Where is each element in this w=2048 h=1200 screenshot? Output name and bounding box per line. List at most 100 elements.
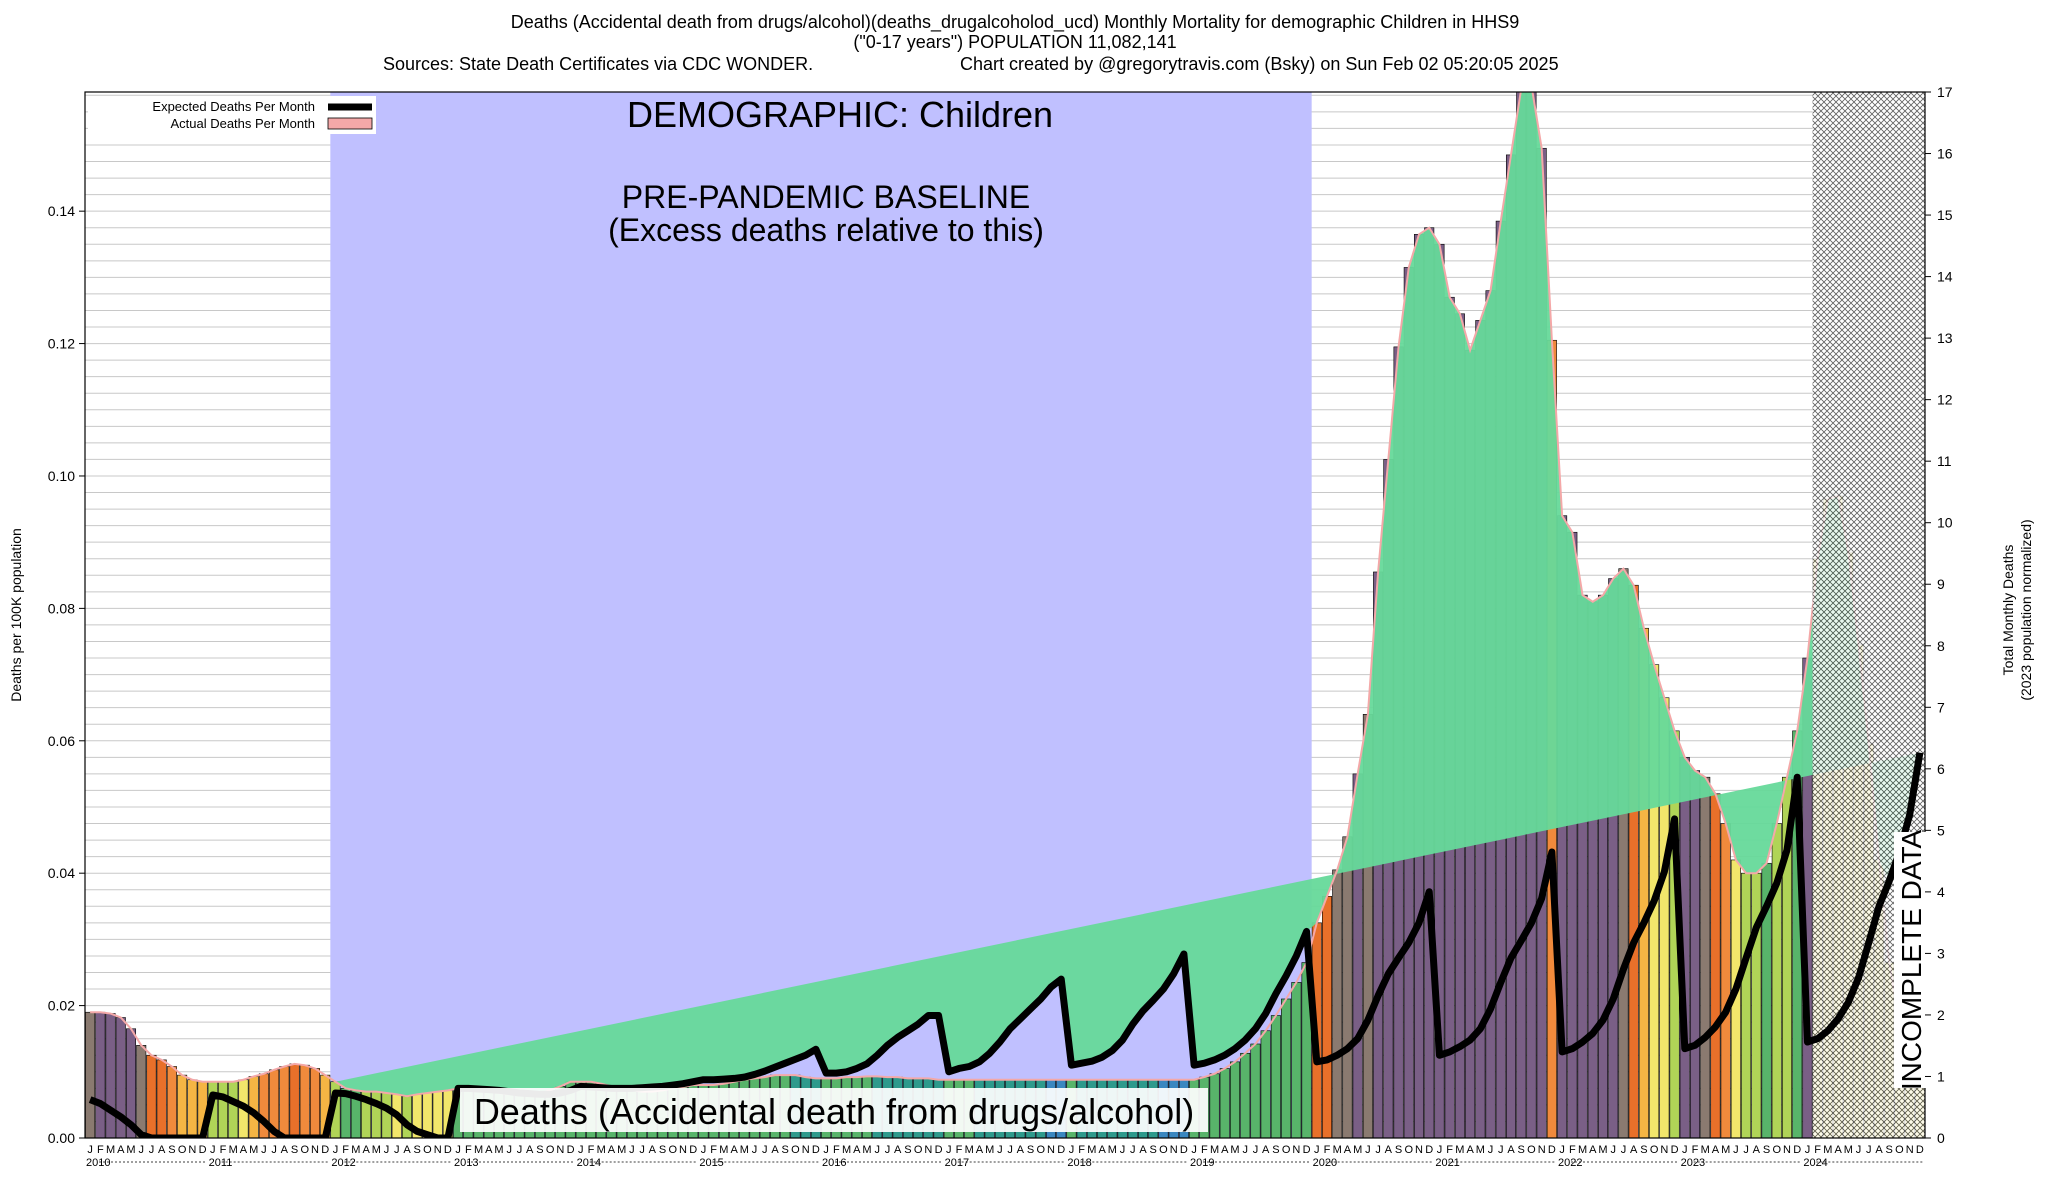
x-month-label: J	[1621, 1144, 1627, 1156]
x-month-label: M	[126, 1144, 135, 1156]
actual-bar	[1956, 1104, 1965, 1138]
x-month-label: J	[517, 1144, 523, 1156]
x-month-label: O	[1036, 1144, 1045, 1156]
x-month-label: A	[976, 1144, 984, 1156]
incomplete-label-group: INCOMPLETE DATA	[1894, 830, 1928, 1090]
x-month-label: N	[1538, 1144, 1546, 1156]
baseline-sublabel: (Excess deaths relative to this)	[608, 212, 1044, 248]
y2-tick-label: 6	[1937, 761, 1945, 777]
x-month-label: M	[106, 1144, 115, 1156]
x-year-label: 2010	[86, 1157, 110, 1169]
x-month-label: O	[1159, 1144, 1168, 1156]
actual-bar	[1946, 1095, 1955, 1138]
x-month-label: M	[985, 1144, 994, 1156]
x-month-label: O	[546, 1144, 555, 1156]
x-month-label: S	[414, 1144, 421, 1156]
x-month-label: J	[1365, 1144, 1371, 1156]
x-month-label: A	[240, 1144, 248, 1156]
chart-title: Deaths (Accidental death from drugs/alco…	[511, 12, 1520, 33]
x-month-label: N	[434, 1144, 442, 1156]
x-month-label: J	[1610, 1144, 1616, 1156]
x-month-label: A	[1385, 1144, 1393, 1156]
x-month-label: M	[1230, 1144, 1239, 1156]
x-month-label: N	[1906, 1144, 1914, 1156]
x-month-label: A	[1507, 1144, 1515, 1156]
actual-bar	[85, 1011, 96, 1138]
y2-tick-label: 0	[1937, 1130, 1945, 1146]
x-month-label: A	[853, 1144, 861, 1156]
x-month-label: D	[1180, 1144, 1188, 1156]
x-month-label: J	[333, 1144, 339, 1156]
x-month-label: F	[220, 1144, 227, 1156]
x-month-label: N	[1415, 1144, 1423, 1156]
x-month-label: F	[1324, 1144, 1331, 1156]
y2-tick-label: 9	[1937, 576, 1945, 592]
x-month-label: F	[342, 1144, 349, 1156]
x-month-label: J	[1488, 1144, 1494, 1156]
x-year-label: 2018	[1067, 1157, 1091, 1169]
actual-bar	[166, 1066, 177, 1138]
x-month-label: M	[617, 1144, 626, 1156]
actual-bar	[1270, 1015, 1281, 1138]
x-month-label: J	[701, 1144, 707, 1156]
x-month-label: S	[904, 1144, 911, 1156]
x-month-label: D	[1057, 1144, 1065, 1156]
y2-tick-label: 17	[1937, 84, 1953, 100]
x-month-label: N	[1170, 1144, 1178, 1156]
x-month-label: J	[1375, 1144, 1381, 1156]
x-month-label: N	[1660, 1144, 1668, 1156]
x-month-label: O	[423, 1144, 432, 1156]
x-month-label: D	[935, 1144, 943, 1156]
actual-bar	[309, 1068, 321, 1138]
x-month-label: S	[536, 1144, 543, 1156]
x-month-label: O	[1650, 1144, 1659, 1156]
y2-tick-label: 5	[1937, 822, 1945, 838]
x-month-label: A	[158, 1144, 166, 1156]
actual-bar	[1720, 823, 1731, 1138]
actual-bar	[299, 1064, 310, 1138]
x-month-label: J	[506, 1144, 512, 1156]
x-month-label: J	[149, 1144, 155, 1156]
legend-actual-label: Actual Deaths Per Month	[170, 116, 315, 131]
x-year-label: 2013	[454, 1157, 478, 1169]
x-month-label: A	[1466, 1144, 1474, 1156]
x-month-label: M	[862, 1144, 871, 1156]
y2-axis-label-line2: (2023 population normalized)	[2018, 519, 2034, 700]
x-month-label: A	[1262, 1144, 1270, 1156]
x-month-label: F	[1692, 1144, 1699, 1156]
x-month-label: M	[474, 1144, 483, 1156]
y2-tick-label: 7	[1937, 699, 1945, 715]
x-month-label: F	[833, 1144, 840, 1156]
x-month-label: S	[1150, 1144, 1157, 1156]
x-month-label: J	[455, 1144, 461, 1156]
x-month-label: S	[1763, 1144, 1770, 1156]
x-month-label: J	[578, 1144, 584, 1156]
y-tick-label: 0.08	[48, 600, 75, 616]
legend: Expected Deaths Per Month Actual Deaths …	[88, 96, 376, 134]
x-month-label: A	[1098, 1144, 1106, 1156]
x-month-label: D	[1303, 1144, 1311, 1156]
x-month-label: F	[710, 1144, 717, 1156]
actual-bar	[1700, 776, 1711, 1138]
x-month-label: D	[1548, 1144, 1556, 1156]
x-month-label: J	[997, 1144, 1003, 1156]
x-month-label: A	[485, 1144, 493, 1156]
x-month-label: J	[1437, 1144, 1443, 1156]
x-month-label: J	[874, 1144, 880, 1156]
chart-subtitle: ("0-17 years") POPULATION 11,082,141	[853, 32, 1176, 52]
x-month-label: J	[1191, 1144, 1197, 1156]
x-month-label: N	[188, 1144, 196, 1156]
x-month-label: F	[97, 1144, 104, 1156]
x-month-label: M	[1108, 1144, 1117, 1156]
x-month-label: D	[1671, 1144, 1679, 1156]
x-month-label: M	[1210, 1144, 1219, 1156]
x-month-label: S	[1886, 1144, 1893, 1156]
x-month-label: M	[494, 1144, 503, 1156]
x-month-label: O	[300, 1144, 309, 1156]
x-month-label: A	[730, 1144, 738, 1156]
x-year-label: 2021	[1435, 1157, 1459, 1169]
actual-bar	[1332, 869, 1343, 1138]
x-month-label: N	[679, 1144, 687, 1156]
